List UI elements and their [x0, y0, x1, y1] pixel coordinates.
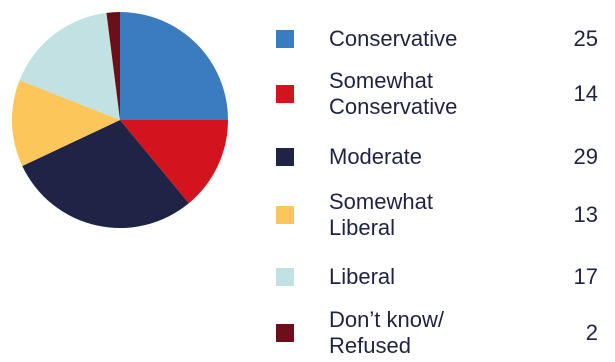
legend-label: Conservative	[329, 26, 458, 51]
legend-label: Liberal	[329, 264, 396, 289]
pie-slice-2	[22, 120, 189, 229]
pie-slice-4	[19, 12, 120, 121]
legend-label: Moderate	[329, 144, 422, 169]
legend-swatch	[276, 85, 294, 103]
legend-label: Somewhat Liberal	[329, 189, 433, 240]
legend-item: Don’t know/ Refused 2	[276, 304, 606, 362]
data-label: 17	[573, 264, 598, 289]
pie-slice-0	[120, 12, 228, 120]
data-label: 14	[573, 81, 598, 106]
data-label: 29	[573, 144, 598, 169]
legend-item: Liberal 17	[276, 248, 606, 306]
pie-slice-1	[120, 120, 228, 204]
legend-item: Somewhat Conservative 14	[276, 65, 606, 123]
legend-item: Somewhat Liberal 13	[276, 186, 606, 244]
legend-swatch	[276, 324, 294, 342]
data-label: 13	[573, 202, 598, 227]
legend-swatch	[276, 206, 294, 224]
legend-label: Somewhat Conservative	[329, 68, 458, 119]
pie-slice-3	[11, 80, 120, 166]
legend: Conservative 25 Somewhat Conservative 14 Mod…	[276, 0, 606, 362]
pie-slice-5	[106, 11, 120, 120]
data-label: 2	[585, 320, 598, 345]
legend-label: Don’t know/ Refused	[329, 307, 444, 358]
pie-chart	[11, 11, 228, 229]
data-label: 25	[573, 26, 598, 51]
legend-item: Moderate 29	[276, 128, 606, 186]
legend-swatch	[276, 148, 294, 166]
legend-item: Conservative 25	[276, 10, 606, 68]
legend-swatch	[276, 30, 294, 48]
legend-swatch	[276, 268, 294, 286]
